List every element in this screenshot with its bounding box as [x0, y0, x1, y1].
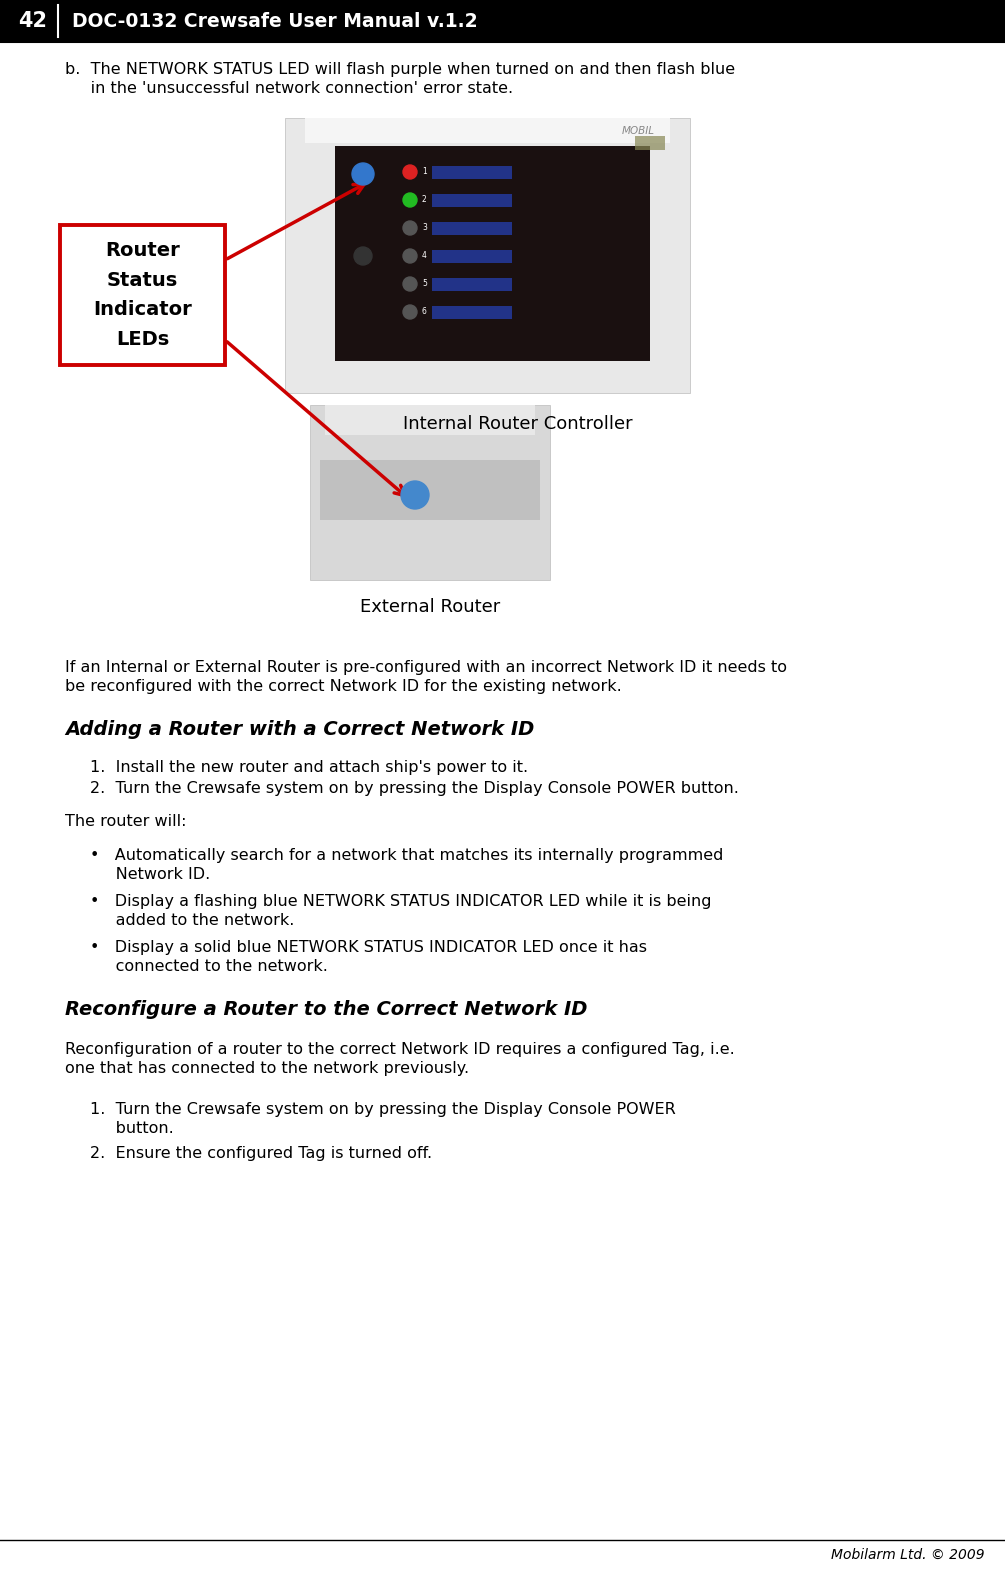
Text: Mobilarm Ltd. © 2009: Mobilarm Ltd. © 2009 [831, 1548, 985, 1562]
Text: Internal Router Controller: Internal Router Controller [403, 414, 632, 433]
Text: 1.  Install the new router and attach ship's power to it.: 1. Install the new router and attach shi… [90, 760, 528, 775]
Bar [305, 118, 670, 143]
Text: 42: 42 [18, 11, 47, 32]
Text: 2.  Turn the Crewsafe system on by pressing the Display Console POWER button.: 2. Turn the Crewsafe system on by pressi… [90, 782, 739, 796]
Bar [432, 222, 512, 235]
Bar [310, 405, 550, 580]
Text: 1: 1 [422, 167, 427, 175]
Text: External Router: External Router [360, 597, 500, 616]
Text: 2.  Ensure the configured Tag is turned off.: 2. Ensure the configured Tag is turned o… [90, 1146, 432, 1162]
Text: Reconfigure a Router to the Correct Network ID: Reconfigure a Router to the Correct Netw… [65, 1001, 588, 1020]
Text: 3: 3 [422, 222, 427, 232]
Bar [285, 118, 690, 392]
Bar [635, 136, 665, 150]
Circle shape [403, 249, 417, 263]
Bar [335, 147, 650, 361]
Text: If an Internal or External Router is pre-configured with an incorrect Network ID: If an Internal or External Router is pre… [65, 660, 787, 675]
Text: •   Automatically search for a network that matches its internally programmed: • Automatically search for a network tha… [90, 848, 724, 864]
Circle shape [403, 221, 417, 235]
Circle shape [403, 192, 417, 206]
Text: 1.  Turn the Crewsafe system on by pressing the Display Console POWER: 1. Turn the Crewsafe system on by pressi… [90, 1102, 675, 1117]
Text: Adding a Router with a Correct Network ID: Adding a Router with a Correct Network I… [65, 720, 535, 739]
Text: connected to the network.: connected to the network. [90, 960, 328, 974]
Bar [432, 251, 512, 263]
Circle shape [354, 247, 372, 265]
Bar [60, 225, 225, 366]
Text: b.  The NETWORK STATUS LED will flash purple when turned on and then flash blue: b. The NETWORK STATUS LED will flash pur… [65, 61, 735, 77]
Text: 2: 2 [422, 194, 427, 203]
Text: Router
Status
Indicator
LEDs: Router Status Indicator LEDs [93, 241, 192, 348]
Bar [325, 405, 535, 435]
Text: 5: 5 [422, 279, 427, 287]
Text: •   Display a flashing blue NETWORK STATUS INDICATOR LED while it is being: • Display a flashing blue NETWORK STATUS… [90, 894, 712, 909]
Bar [432, 165, 512, 180]
Text: The router will:: The router will: [65, 813, 187, 829]
Text: )))): )))) [357, 173, 369, 180]
Bar [432, 194, 512, 206]
Text: •   Display a solid blue NETWORK STATUS INDICATOR LED once it has: • Display a solid blue NETWORK STATUS IN… [90, 939, 647, 955]
Text: ))): ))) [409, 493, 421, 501]
Bar [432, 306, 512, 318]
Circle shape [403, 277, 417, 292]
Text: added to the network.: added to the network. [90, 913, 294, 928]
Circle shape [401, 481, 429, 509]
Circle shape [403, 165, 417, 180]
Text: 6: 6 [422, 306, 427, 315]
Text: Reconfiguration of a router to the correct Network ID requires a configured Tag,: Reconfiguration of a router to the corre… [65, 1042, 735, 1057]
Text: 4: 4 [422, 251, 427, 260]
Text: in the 'unsuccessful network connection' error state.: in the 'unsuccessful network connection'… [65, 80, 514, 96]
Text: be reconfigured with the correct Network ID for the existing network.: be reconfigured with the correct Network… [65, 679, 622, 693]
Text: one that has connected to the network previously.: one that has connected to the network pr… [65, 1061, 469, 1076]
Text: DOC-0132 Crewsafe User Manual v.1.2: DOC-0132 Crewsafe User Manual v.1.2 [72, 11, 477, 30]
Text: ▶: ▶ [359, 251, 367, 262]
Bar [0, 0, 1005, 43]
Text: Network ID.: Network ID. [90, 867, 210, 883]
Bar [432, 277, 512, 292]
Text: MOBIL: MOBIL [622, 126, 655, 136]
Circle shape [352, 162, 374, 184]
Bar [320, 460, 540, 520]
Text: button.: button. [90, 1121, 174, 1136]
Circle shape [403, 306, 417, 318]
